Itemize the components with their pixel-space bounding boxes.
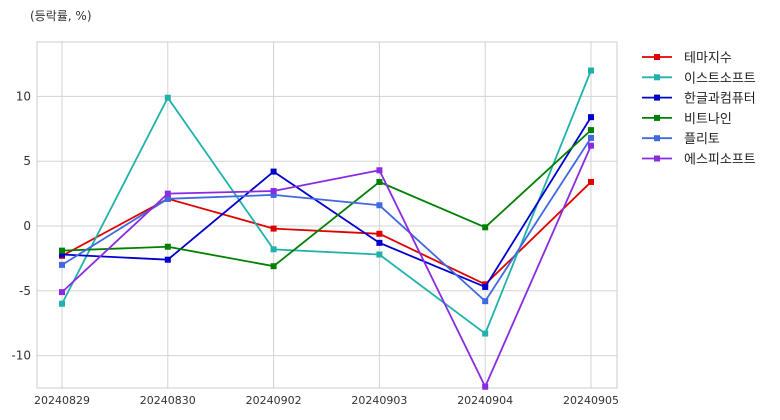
data-point [482, 298, 489, 305]
legend-marker [654, 155, 660, 162]
data-point [270, 246, 277, 253]
x-tick-label: 20240830 [140, 394, 196, 407]
plot-frame [36, 41, 618, 389]
data-point [482, 383, 489, 390]
data-point [59, 247, 65, 254]
data-point [59, 251, 65, 258]
data-point [376, 178, 383, 185]
data-point [270, 225, 277, 232]
data-point [270, 263, 277, 270]
data-point [270, 191, 277, 198]
data-point [59, 289, 65, 296]
data-point [376, 239, 383, 246]
legend-label: 이스트소프트 [684, 71, 756, 86]
y-tick-label: -5 [19, 284, 31, 298]
unit-label: (등락률, %) [30, 9, 92, 23]
data-point [164, 195, 171, 202]
series-line [61, 137, 592, 303]
x-tick-label: 20240905 [563, 394, 619, 407]
legend-marker [654, 135, 660, 142]
legend-label: 플리토 [684, 132, 720, 147]
data-point [482, 283, 489, 290]
y-tick-label: 5 [23, 154, 31, 168]
data-point [588, 134, 594, 141]
legend-label: 테마지수 [684, 51, 732, 66]
series-line [61, 181, 592, 286]
data-point [588, 142, 594, 149]
data-point [482, 330, 489, 337]
data-point [588, 114, 594, 121]
legend-marker [654, 74, 660, 81]
legend-marker [654, 114, 660, 121]
series-line [61, 116, 592, 289]
legend-marker [654, 54, 660, 60]
data-point [59, 300, 65, 307]
data-point [270, 168, 277, 175]
data-point [376, 167, 383, 174]
series-line [61, 70, 592, 335]
legend-label: 한글과컴퓨터 [684, 92, 756, 107]
x-tick-label: 20240902 [246, 394, 302, 407]
data-point [270, 188, 277, 195]
legend-label: 에스피소프트 [684, 153, 756, 168]
x-tick-label: 20240904 [457, 394, 513, 407]
series-line [61, 129, 592, 268]
data-point [376, 230, 383, 237]
data-point [376, 251, 383, 258]
series-line [61, 145, 592, 389]
data-point [164, 243, 171, 250]
data-point [164, 256, 171, 263]
y-tick-label: 10 [16, 89, 31, 103]
data-point [164, 94, 171, 101]
legend-label: 비트나인 [684, 112, 732, 127]
data-point [164, 190, 171, 197]
y-tick-label: -10 [11, 349, 31, 363]
data-point [588, 127, 594, 134]
data-point [588, 178, 594, 185]
data-point [59, 261, 65, 268]
x-tick-label: 20240829 [34, 394, 90, 407]
legend-marker [654, 94, 660, 101]
data-point [482, 224, 489, 231]
data-point [376, 202, 383, 209]
data-point [588, 67, 594, 74]
x-tick-label: 20240903 [351, 394, 407, 407]
y-tick-label: 0 [23, 219, 31, 233]
